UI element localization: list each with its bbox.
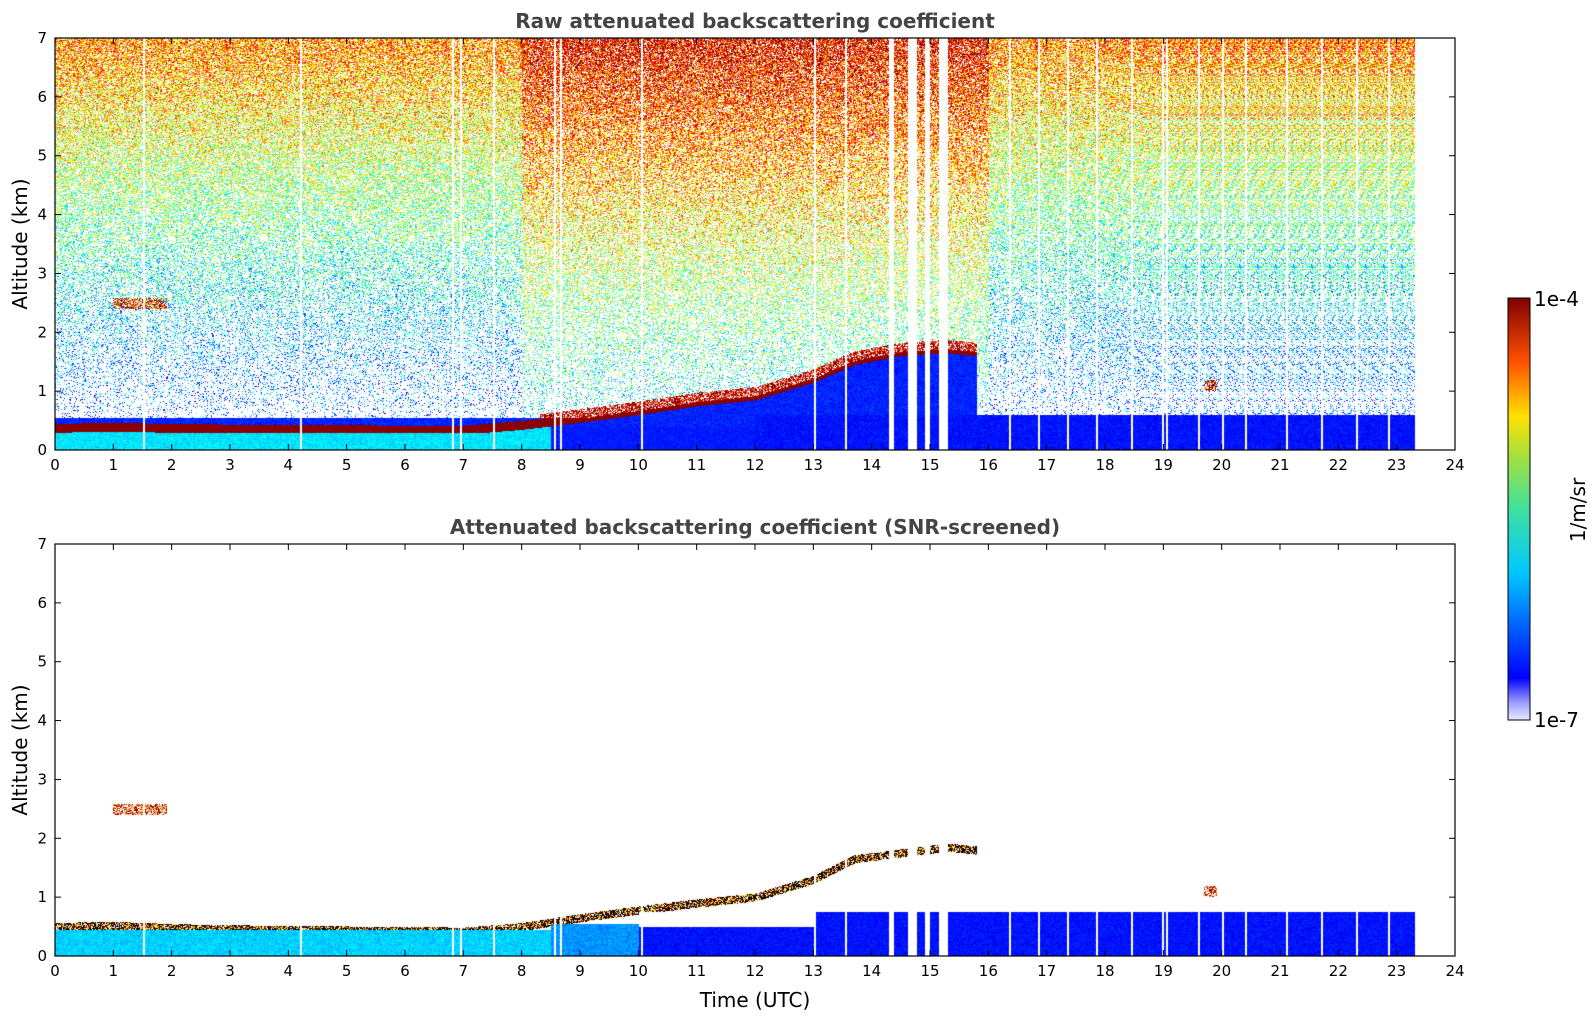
y-tick-label: 1: [37, 382, 47, 400]
x-tick-label: 23: [1387, 456, 1406, 474]
x-tick-label: 18: [1095, 962, 1114, 980]
x-tick-label: 2: [167, 456, 177, 474]
y-tick-label: 1: [37, 888, 47, 906]
x-tick-label: 21: [1270, 962, 1289, 980]
x-tick-label: 20: [1212, 962, 1231, 980]
x-tick-label: 15: [920, 962, 939, 980]
x-tick-label: 11: [687, 456, 706, 474]
x-tick-label: 12: [745, 456, 764, 474]
y-tick-label: 6: [37, 88, 47, 106]
x-tick-label: 1: [109, 456, 119, 474]
x-tick-label: 5: [342, 962, 352, 980]
x-tick-label: 18: [1095, 456, 1114, 474]
x-tick-label: 14: [862, 456, 881, 474]
y-tick-label: 5: [37, 147, 47, 165]
x-tick-label: 4: [284, 456, 294, 474]
x-tick-label: 14: [862, 962, 881, 980]
snr-screened-heatmap: [55, 544, 1455, 956]
x-tick-label: 0: [50, 456, 60, 474]
y-tick-label: 0: [37, 947, 47, 965]
y-tick-label: 3: [37, 770, 47, 788]
x-tick-label: 11: [687, 962, 706, 980]
y-tick-label: 7: [37, 29, 47, 47]
heatmap-raster: [55, 38, 1455, 450]
x-tick-label: 5: [342, 456, 352, 474]
x-tick-label: 20: [1212, 456, 1231, 474]
chart-title: Attenuated backscattering coefficient (S…: [450, 515, 1060, 539]
colorbar: 1e-4 1e-7 1/m/sr: [1507, 287, 1590, 732]
heatmap-raster: [55, 544, 1455, 956]
x-tick-label: 12: [745, 962, 764, 980]
y-tick-label: 3: [37, 264, 47, 282]
raw-backscatter-heatmap: [55, 38, 1455, 450]
x-tick-label: 3: [225, 456, 235, 474]
x-tick-label: 6: [400, 962, 410, 980]
x-tick-label: 6: [400, 456, 410, 474]
x-tick-label: 15: [920, 456, 939, 474]
x-tick-label: 16: [979, 456, 998, 474]
y-tick-label: 0: [37, 441, 47, 459]
x-tick-label: 24: [1445, 962, 1464, 980]
x-tick-label: 19: [1154, 962, 1173, 980]
x-tick-label: 7: [459, 962, 469, 980]
colorbar-gradient: [1507, 297, 1531, 721]
y-tick-label: 5: [37, 653, 47, 671]
y-tick-label: 7: [37, 535, 47, 553]
x-tick-label: 21: [1270, 456, 1289, 474]
x-tick-label: 17: [1037, 456, 1056, 474]
x-tick-label: 2: [167, 962, 177, 980]
raw-backscatter-panel: 0 1 2 3 4 5 6 7 8 9 10 11 12 13 14 15 16 17 18 19 20 21 22 23 24…: [8, 9, 1465, 474]
x-tick-label: 10: [629, 962, 648, 980]
x-tick-label: 22: [1329, 456, 1348, 474]
x-tick-label: 0: [50, 962, 60, 980]
x-tick-label: 7: [459, 456, 469, 474]
colorbar-unit-label: 1/m/sr: [1566, 477, 1590, 542]
x-tick-label: 9: [575, 962, 585, 980]
y-tick-label: 6: [37, 594, 47, 612]
x-tick-label: 13: [804, 456, 823, 474]
y-tick-label: 2: [37, 829, 47, 847]
x-tick-label: 4: [284, 962, 294, 980]
colorbar-min-label: 1e-7: [1534, 708, 1579, 732]
x-tick-label: 16: [979, 962, 998, 980]
y-axis-label: Altitude (km): [8, 178, 32, 309]
x-tick-label: 17: [1037, 962, 1056, 980]
y-tick-label: 2: [37, 323, 47, 341]
x-tick-label: 1: [109, 962, 119, 980]
x-tick-label: 13: [804, 962, 823, 980]
chart-title: Raw attenuated backscattering coefficien…: [515, 9, 995, 33]
x-tick-label: 23: [1387, 962, 1406, 980]
x-tick-label: 10: [629, 456, 648, 474]
x-tick-label: 19: [1154, 456, 1173, 474]
x-axis-label: Time (UTC): [699, 988, 811, 1012]
snr-screened-panel: 0 1 2 3 4 5 6 7 8 9 10 11 12 13 14 15 16 17 18 19 20 21 22 23 24…: [8, 515, 1465, 1012]
x-tick-label: 9: [575, 456, 585, 474]
y-tick-label: 4: [37, 712, 47, 730]
y-axis-label: Altitude (km): [8, 684, 32, 815]
x-tick-label: 8: [517, 962, 527, 980]
colorbar-max-label: 1e-4: [1534, 287, 1579, 311]
x-tick-label: 8: [517, 456, 527, 474]
x-tick-label: 3: [225, 962, 235, 980]
x-tick-label: 24: [1445, 456, 1464, 474]
x-tick-label: 22: [1329, 962, 1348, 980]
y-tick-label: 4: [37, 206, 47, 224]
